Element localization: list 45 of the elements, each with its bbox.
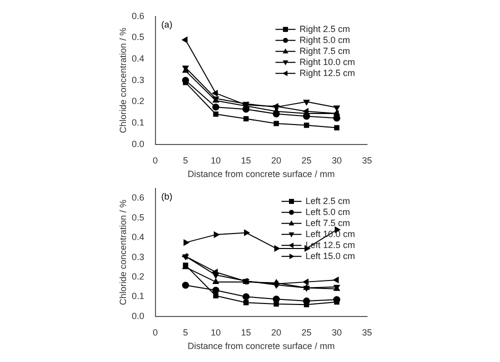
legend-label: Right 12.5 cm: [299, 68, 356, 78]
y-tick-label: 0.4: [132, 232, 144, 242]
y-tick-label: 0.4: [132, 54, 144, 64]
x-tick-label: 0: [152, 155, 158, 166]
x-tick-label: 25: [302, 327, 312, 338]
y-tick-label: 0.0: [132, 310, 144, 321]
x-tick-label: 20: [271, 327, 282, 338]
y-tick-label: 0.0: [132, 138, 144, 149]
x-tick-label: 15: [241, 327, 252, 338]
y-tick-label: 0.5: [132, 212, 144, 222]
y-tick-label: 0.3: [132, 74, 144, 85]
x-tick-label: 30: [332, 327, 342, 338]
annotation: (a): [161, 19, 172, 30]
legend-label: Right 10.0 cm: [299, 56, 356, 67]
x-tick-label: 5: [183, 155, 188, 166]
x-tick-label: 0: [152, 327, 158, 338]
y-axis-title: Chloride concentration / %: [118, 200, 128, 306]
legend-label: Right 5.0 cm: [299, 34, 350, 45]
y-tick-label: 0.5: [132, 32, 144, 42]
x-tick-label: 25: [302, 155, 312, 166]
x-tick-label: 20: [271, 155, 282, 166]
x-tick-label: 30: [332, 155, 342, 166]
legend-label: Left 15.0 cm: [305, 250, 356, 261]
x-tick-label: 10: [210, 155, 221, 166]
y-tick-label: 0.2: [132, 272, 144, 282]
y-tick-label: 0.2: [132, 96, 144, 106]
x-tick-label: 5: [183, 327, 188, 338]
x-axis-title: Distance from concrete surface / mm: [188, 341, 335, 352]
x-tick-label: 35: [362, 155, 372, 166]
annotation: (b): [161, 191, 172, 202]
legend-label: Right 2.5 cm: [299, 24, 350, 34]
x-tick-label: 15: [241, 155, 252, 166]
legend-label: Left 5.0 cm: [305, 206, 350, 217]
legend-label: Right 7.5 cm: [299, 46, 350, 56]
y-tick-label: 0.1: [132, 291, 144, 302]
legend-label: Left 7.5 cm: [305, 218, 350, 228]
y-tick-label: 0.3: [132, 252, 144, 262]
y-tick-label: 0.1: [132, 118, 144, 128]
x-tick-label: 10: [210, 327, 221, 338]
x-axis-title: Distance from concrete surface / mm: [188, 169, 335, 180]
y-axis-title: Chloride concentration / %: [118, 28, 128, 134]
legend-label: Left 2.5 cm: [305, 196, 350, 206]
y-tick-label: 0.6: [132, 10, 144, 21]
x-tick-label: 35: [362, 327, 372, 338]
y-tick-label: 0.6: [132, 192, 144, 203]
